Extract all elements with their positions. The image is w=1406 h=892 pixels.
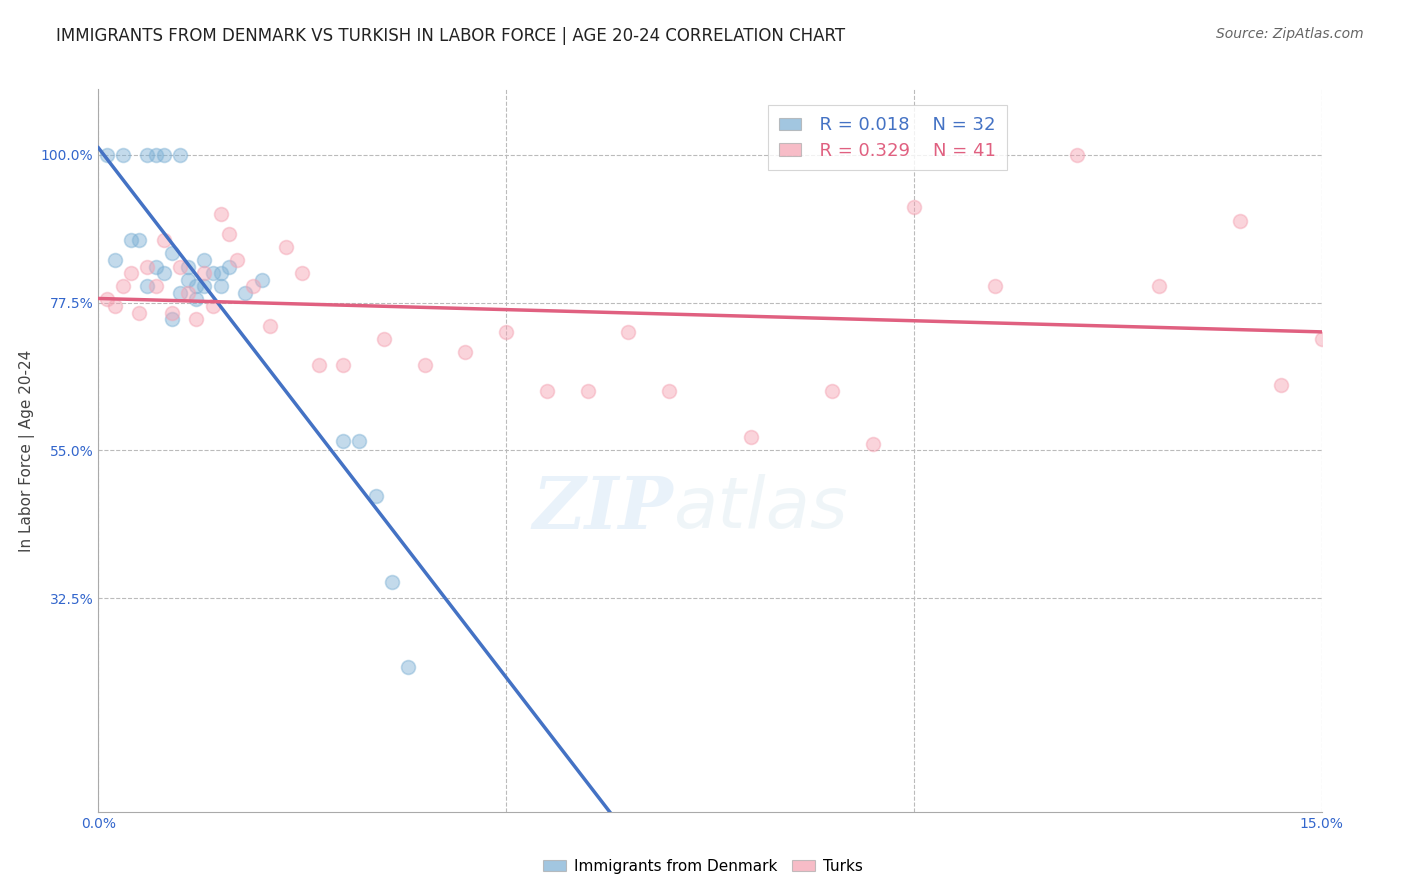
Point bbox=[136, 260, 159, 274]
Point bbox=[740, 430, 762, 444]
Point bbox=[160, 312, 183, 326]
Point bbox=[169, 285, 191, 300]
Point bbox=[152, 148, 174, 162]
Point bbox=[160, 246, 183, 260]
Point bbox=[349, 434, 371, 448]
Point bbox=[259, 318, 281, 333]
Point bbox=[104, 252, 127, 267]
Point bbox=[1270, 377, 1292, 392]
Point bbox=[862, 437, 884, 451]
Point bbox=[104, 299, 127, 313]
Point bbox=[120, 266, 142, 280]
Point bbox=[145, 279, 167, 293]
Point bbox=[396, 660, 419, 674]
Point bbox=[576, 384, 599, 399]
Point bbox=[209, 266, 232, 280]
Point bbox=[1310, 332, 1333, 346]
Point bbox=[903, 201, 925, 215]
Point bbox=[96, 293, 118, 307]
Point bbox=[381, 574, 404, 589]
Point bbox=[617, 325, 640, 339]
Point bbox=[821, 384, 844, 399]
Point bbox=[209, 279, 232, 293]
Point bbox=[218, 260, 240, 274]
Legend: Immigrants from Denmark, Turks: Immigrants from Denmark, Turks bbox=[537, 853, 869, 880]
Point bbox=[193, 252, 215, 267]
Point bbox=[308, 358, 330, 372]
Point bbox=[332, 434, 354, 448]
Point bbox=[1147, 279, 1170, 293]
Point bbox=[177, 260, 200, 274]
Point bbox=[136, 148, 159, 162]
Point bbox=[242, 279, 264, 293]
Point bbox=[152, 233, 174, 247]
Point bbox=[984, 279, 1007, 293]
Point bbox=[96, 148, 118, 162]
Point bbox=[201, 266, 224, 280]
Text: ZIP: ZIP bbox=[533, 473, 673, 544]
Point bbox=[658, 384, 681, 399]
Point bbox=[186, 312, 208, 326]
Point bbox=[186, 293, 208, 307]
Point bbox=[274, 240, 297, 254]
Point bbox=[169, 148, 191, 162]
Text: IMMIGRANTS FROM DENMARK VS TURKISH IN LABOR FORCE | AGE 20-24 CORRELATION CHART: IMMIGRANTS FROM DENMARK VS TURKISH IN LA… bbox=[56, 27, 845, 45]
Text: Source: ZipAtlas.com: Source: ZipAtlas.com bbox=[1216, 27, 1364, 41]
Point bbox=[177, 273, 200, 287]
Point bbox=[218, 227, 240, 241]
Point bbox=[136, 279, 159, 293]
Point bbox=[152, 266, 174, 280]
Y-axis label: In Labor Force | Age 20-24: In Labor Force | Age 20-24 bbox=[20, 350, 35, 551]
Point bbox=[332, 358, 354, 372]
Point bbox=[193, 279, 215, 293]
Point bbox=[1066, 148, 1088, 162]
Point bbox=[145, 260, 167, 274]
Point bbox=[128, 233, 150, 247]
Point bbox=[373, 332, 395, 346]
Point bbox=[111, 148, 134, 162]
Point bbox=[145, 148, 167, 162]
Point bbox=[193, 266, 215, 280]
Point bbox=[120, 233, 142, 247]
Point bbox=[454, 345, 477, 359]
Point bbox=[495, 325, 517, 339]
Point bbox=[201, 299, 224, 313]
Point bbox=[291, 266, 314, 280]
Legend:   R = 0.018    N = 32,   R = 0.329    N = 41: R = 0.018 N = 32, R = 0.329 N = 41 bbox=[768, 105, 1007, 170]
Point bbox=[233, 285, 256, 300]
Point bbox=[413, 358, 436, 372]
Point bbox=[364, 490, 387, 504]
Point bbox=[536, 384, 558, 399]
Point bbox=[128, 305, 150, 319]
Point bbox=[209, 207, 232, 221]
Point bbox=[160, 305, 183, 319]
Point bbox=[1229, 213, 1251, 227]
Point bbox=[250, 273, 273, 287]
Point bbox=[177, 285, 200, 300]
Point bbox=[169, 260, 191, 274]
Text: atlas: atlas bbox=[673, 474, 848, 542]
Point bbox=[111, 279, 134, 293]
Point bbox=[226, 252, 249, 267]
Point bbox=[186, 279, 208, 293]
